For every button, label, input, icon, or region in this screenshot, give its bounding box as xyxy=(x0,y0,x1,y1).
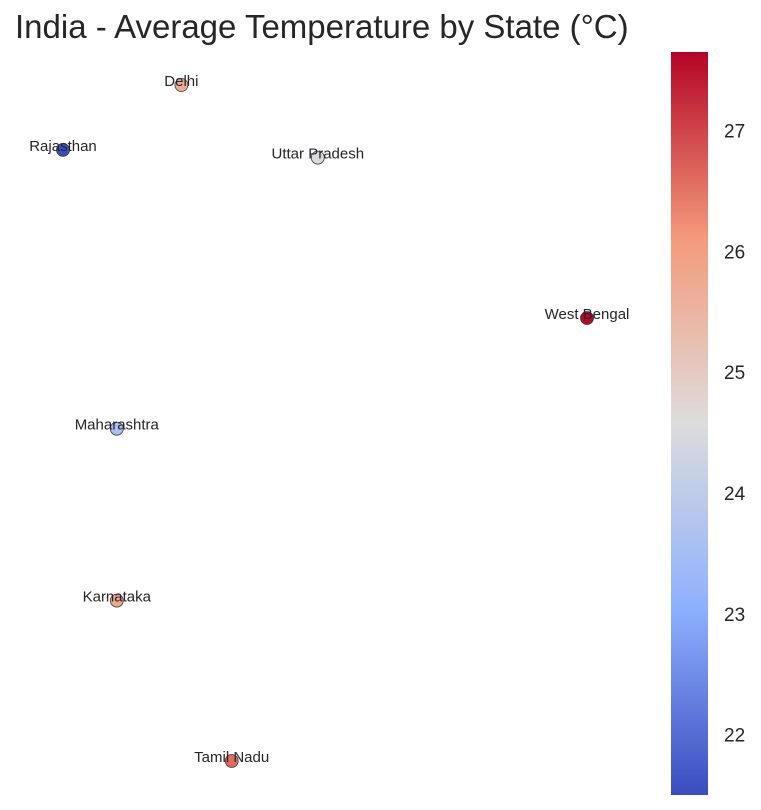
points-layer: Delhi Rajasthan Uttar Pradesh West Bengal Ma… xyxy=(29,73,629,768)
colorbar-tick-label: 27 xyxy=(724,122,745,143)
colorbar-tick-label: 26 xyxy=(724,242,745,263)
point-label: Delhi xyxy=(164,73,198,90)
colorbar-tick-label: 23 xyxy=(724,605,745,626)
chart-title: India - Average Temperature by State (°C… xyxy=(15,8,629,45)
point-label: West Bengal xyxy=(545,306,630,323)
colorbar-gradient xyxy=(671,52,708,795)
colorbar: 22 23 24 25 26 27 xyxy=(671,52,746,795)
point-label: Tamil Nadu xyxy=(194,749,269,766)
colorbar-tick-label: 24 xyxy=(724,484,746,505)
data-point xyxy=(109,421,124,436)
data-point xyxy=(174,78,189,92)
point-label: Uttar Pradesh xyxy=(272,146,365,163)
data-point xyxy=(56,142,70,157)
point-label: Maharashtra xyxy=(75,417,160,434)
data-point xyxy=(224,754,239,768)
point-label: Rajasthan xyxy=(29,138,97,155)
colorbar-tick-label: 22 xyxy=(724,726,745,747)
data-point xyxy=(580,311,594,325)
data-point xyxy=(310,150,325,165)
point-label: Karnataka xyxy=(83,589,152,606)
data-point xyxy=(109,593,124,608)
colorbar-tick-label: 25 xyxy=(724,363,745,384)
